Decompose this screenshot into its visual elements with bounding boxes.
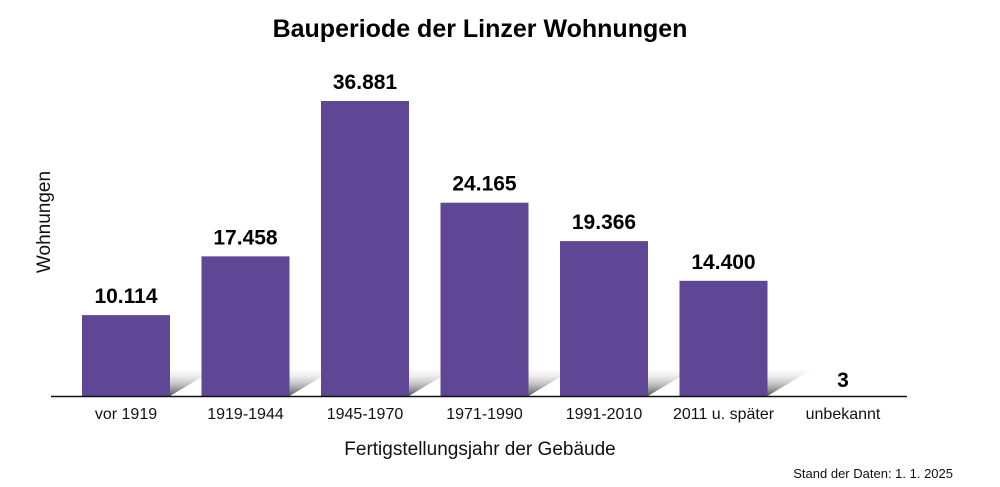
value-labels: 10.114 17.458 36.881 24.165 19.366 14.400 3 — [94, 71, 848, 392]
bar-2 — [321, 101, 409, 396]
value-label-1: 17.458 — [213, 226, 278, 249]
value-label-4: 19.366 — [572, 211, 636, 234]
value-label-6: 3 — [837, 369, 849, 392]
x-tick-label-3: 1971-1990 — [446, 406, 523, 423]
x-tick-label-0: vor 1919 — [95, 406, 157, 423]
bar-4 — [560, 241, 648, 396]
bar-1 — [201, 256, 290, 396]
bar-shadow-5 — [767, 366, 818, 396]
bar-0 — [82, 315, 170, 396]
chart-title: Bauperiode der Linzer Wohnungen — [273, 15, 688, 43]
bars — [82, 101, 768, 396]
bar-3 — [440, 202, 529, 396]
value-label-3: 24.165 — [452, 173, 517, 196]
x-tick-label-5: 2011 u. später — [673, 406, 775, 423]
y-axis-label: Wohnungen — [34, 171, 55, 273]
x-tick-label-2: 1945-1970 — [327, 406, 404, 423]
x-axis-label: Fertigstellungsjahr der Gebäude — [344, 439, 615, 460]
value-label-0: 10.114 — [94, 285, 157, 308]
x-tick-label-1: 1919-1944 — [207, 406, 284, 423]
bar-5 — [679, 280, 768, 396]
value-label-5: 14.400 — [691, 251, 755, 274]
x-tick-label-4: 1991-2010 — [566, 406, 643, 423]
data-date-note: Stand der Daten: 1. 1. 2025 — [793, 466, 953, 481]
x-tick-labels: vor 1919 1919-1944 1945-1970 1971-1990 1991-… — [95, 406, 881, 423]
x-tick-label-6: unbekannt — [806, 406, 881, 423]
value-label-2: 36.881 — [333, 71, 398, 94]
